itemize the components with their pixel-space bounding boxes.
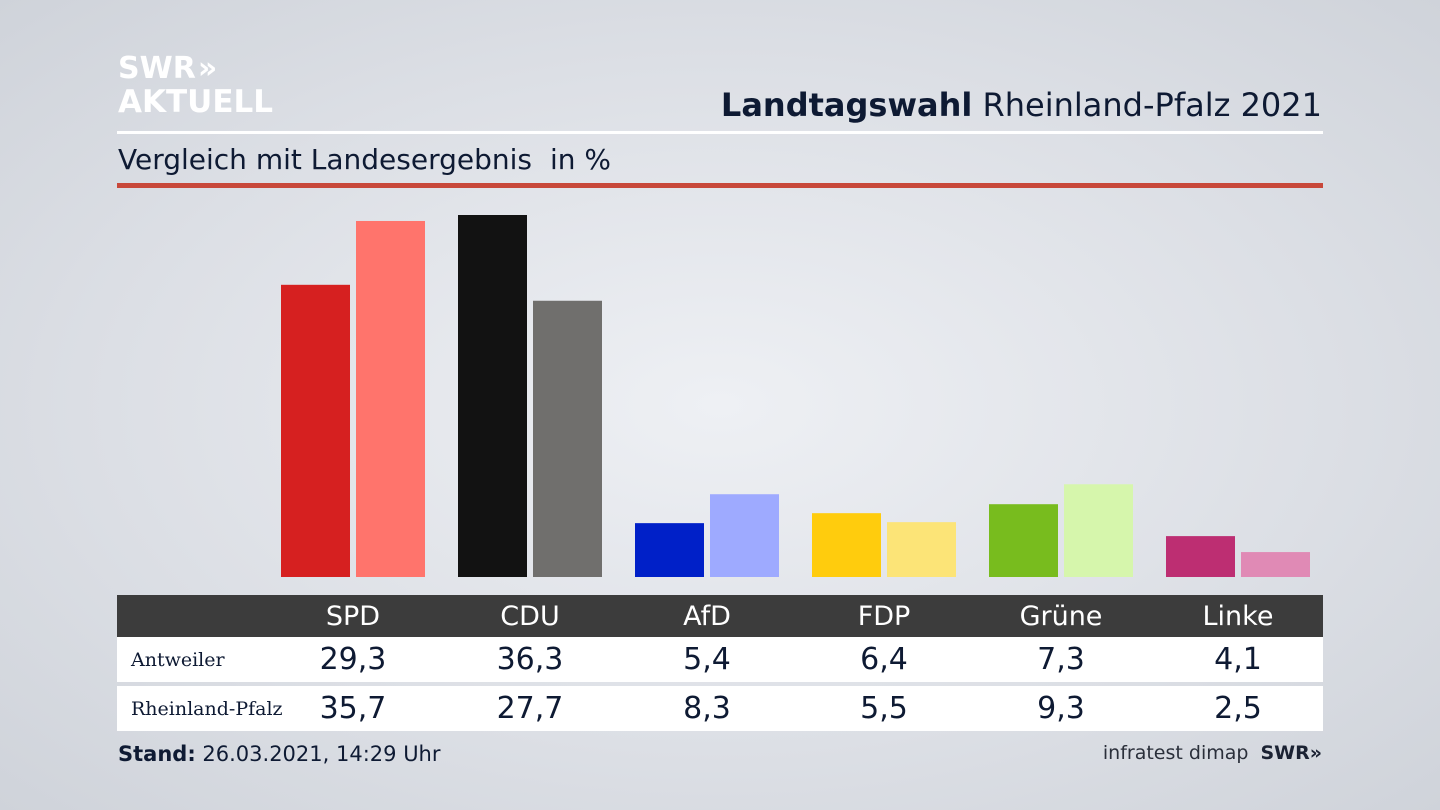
bar-gruene-rheinland-pfalz bbox=[1064, 484, 1133, 577]
bar-gruene-antweiler bbox=[989, 504, 1058, 577]
bar-cdu-rheinland-pfalz bbox=[533, 300, 602, 577]
value-fdp-rheinland-pfalz: 5,5 bbox=[860, 691, 908, 726]
value-spd-antweiler: 29,3 bbox=[319, 642, 387, 677]
value-afd-rheinland-pfalz: 8,3 bbox=[683, 691, 731, 726]
stand-value: 26.03.2021, 14:29 Uhr bbox=[202, 742, 441, 766]
value-cdu-rheinland-pfalz: 27,7 bbox=[496, 691, 564, 726]
swr-brand-text: SWR bbox=[1260, 742, 1310, 764]
swr-brand: SWR» bbox=[1260, 742, 1322, 764]
value-gruene-antweiler: 7,3 bbox=[1037, 642, 1085, 677]
column-header-afd: AfD bbox=[683, 600, 731, 632]
logo-swr: SWR bbox=[118, 51, 196, 86]
bar-spd-antweiler bbox=[281, 284, 350, 577]
bar-fdp-rheinland-pfalz bbox=[887, 522, 956, 577]
value-afd-antweiler: 5,4 bbox=[683, 642, 731, 677]
column-header-fdp: FDP bbox=[857, 600, 911, 632]
value-linke-antweiler: 4,1 bbox=[1214, 642, 1262, 677]
bar-chart bbox=[281, 215, 1310, 578]
value-linke-rheinland-pfalz: 2,5 bbox=[1214, 691, 1262, 726]
table-header: SPD CDU AfD FDP Grüne Linke bbox=[117, 595, 1323, 637]
column-header-gruene: Grüne bbox=[1019, 600, 1103, 632]
table-row: Rheinland-Pfalz 35,7 27,7 8,3 5,5 9,3 2,5 bbox=[117, 686, 1323, 731]
bar-afd-rheinland-pfalz bbox=[710, 494, 779, 577]
swr-chevrons-icon: » bbox=[1309, 742, 1322, 764]
column-header-linke: Linke bbox=[1202, 600, 1274, 632]
bar-spd-rheinland-pfalz bbox=[356, 220, 425, 578]
header-divider bbox=[117, 131, 1323, 134]
value-gruene-rheinland-pfalz: 9,3 bbox=[1037, 691, 1085, 726]
source-label: infratest dimap bbox=[1102, 742, 1249, 764]
subtitle-text: Vergleich mit Landesergebnis bbox=[118, 143, 532, 176]
bar-linke-antweiler bbox=[1166, 536, 1235, 577]
table-row: Antweiler 29,3 36,3 5,4 6,4 7,3 4,1 bbox=[117, 637, 1323, 682]
subtitle-unit: in % bbox=[549, 143, 612, 176]
value-spd-rheinland-pfalz: 35,7 bbox=[319, 691, 387, 726]
accent-divider bbox=[117, 183, 1323, 188]
bar-afd-antweiler bbox=[635, 523, 704, 577]
title-bold: Landtagswahl bbox=[720, 86, 973, 124]
bar-fdp-antweiler bbox=[812, 513, 881, 577]
value-fdp-antweiler: 6,4 bbox=[860, 642, 908, 677]
bar-linke-rheinland-pfalz bbox=[1241, 552, 1310, 577]
row-label-antweiler: Antweiler bbox=[131, 648, 225, 671]
row-label-rheinland-pfalz: Rheinland-Pfalz bbox=[131, 697, 283, 720]
column-header-spd: SPD bbox=[325, 600, 381, 632]
logo-aktuell: AKTUELL bbox=[118, 84, 274, 120]
timestamp: Stand: 26.03.2021, 14:29 Uhr bbox=[118, 742, 441, 766]
chart-subtitle: Vergleich mit Landesergebnis in % bbox=[118, 143, 611, 176]
swr-aktuell-logo: SWR» AKTUELL bbox=[118, 54, 273, 118]
value-cdu-antweiler: 36,3 bbox=[496, 642, 564, 677]
column-header-cdu: CDU bbox=[500, 600, 560, 632]
source-credit: infratest dimap SWR» bbox=[1103, 742, 1322, 764]
stand-label: Stand: bbox=[118, 742, 196, 766]
bar-cdu-antweiler bbox=[458, 215, 527, 577]
page-title: Landtagswahl Rheinland-Pfalz 2021 bbox=[721, 86, 1322, 124]
title-rest: Rheinland-Pfalz 2021 bbox=[982, 86, 1322, 124]
